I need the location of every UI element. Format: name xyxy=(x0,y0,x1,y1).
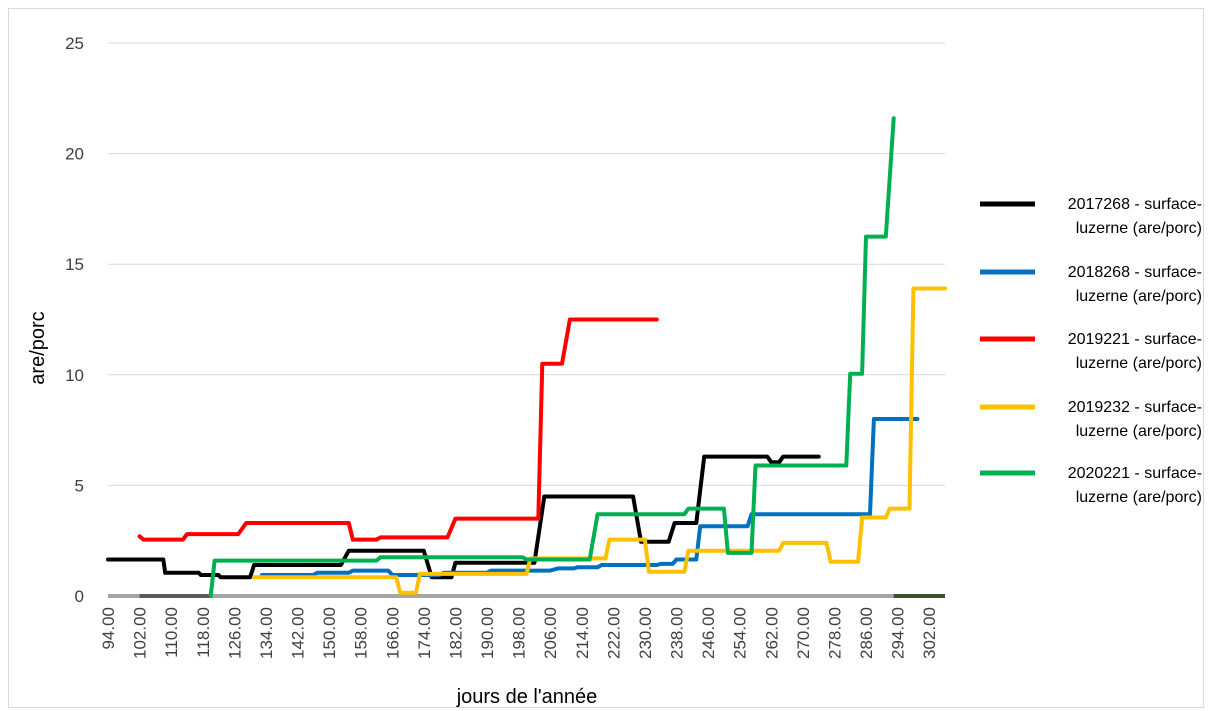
y-tick-label: 15 xyxy=(65,255,84,274)
x-tick-label: 230.00 xyxy=(636,607,655,659)
y-axis-title: are/porc xyxy=(27,311,49,384)
x-axis-title: jours de l'année xyxy=(456,686,598,708)
y-tick-label: 25 xyxy=(65,34,84,53)
x-tick-label: 214.00 xyxy=(573,607,592,659)
legend-label-line1: 2019232 - surface- xyxy=(1068,399,1202,416)
x-tick-label: 222.00 xyxy=(604,607,623,659)
x-tick-label: 246.00 xyxy=(699,607,718,659)
legend-entry: 2020221 - surface-luzerne (are/porc) xyxy=(980,465,1202,506)
y-tick-label: 0 xyxy=(75,587,84,606)
legend-entry: 2019221 - surface-luzerne (are/porc) xyxy=(980,331,1202,372)
x-tick-label: 166.00 xyxy=(383,607,402,659)
x-tick-label: 118.00 xyxy=(194,607,213,658)
legend: 2017268 - surface-luzerne (are/porc)2018… xyxy=(980,196,1202,506)
x-tick-label: 134.00 xyxy=(257,607,276,659)
x-tick-label: 174.00 xyxy=(415,607,434,659)
legend-entry: 2019232 - surface-luzerne (are/porc) xyxy=(980,399,1202,440)
grid-lines xyxy=(108,42,945,486)
legend-label-line1: 2018268 - surface- xyxy=(1068,264,1202,281)
x-tick-label: 150.00 xyxy=(320,607,339,659)
x-tick-label: 142.00 xyxy=(289,607,308,659)
x-tick-label: 262.00 xyxy=(762,607,781,659)
x-tick-label: 158.00 xyxy=(352,607,371,659)
x-tick-label: 110.00 xyxy=(162,607,181,658)
series-lines xyxy=(106,116,947,598)
y-tick-label: 10 xyxy=(65,366,84,385)
legend-label-line2: luzerne (are/porc) xyxy=(1076,489,1202,506)
legend-entry: 2017268 - surface-luzerne (are/porc) xyxy=(980,196,1202,237)
x-tick-label: 126.00 xyxy=(225,607,244,659)
y-tick-label: 20 xyxy=(65,145,84,164)
x-tick-label: 254.00 xyxy=(731,607,750,659)
x-tick-label: 302.00 xyxy=(920,607,939,659)
series-line-4 xyxy=(252,286,947,595)
series-line-1 xyxy=(106,454,821,580)
chart-frame xyxy=(8,8,1204,708)
x-tick-label: 238.00 xyxy=(668,607,687,659)
x-tick-label: 294.00 xyxy=(889,607,908,659)
legend-label-line1: 2017268 - surface- xyxy=(1068,196,1202,213)
x-tick-label: 278.00 xyxy=(825,607,844,659)
legend-label-line2: luzerne (are/porc) xyxy=(1076,423,1202,440)
x-tick-label: 102.00 xyxy=(131,607,150,659)
x-tick-label: 270.00 xyxy=(794,607,813,659)
x-tick-label: 286.00 xyxy=(857,607,876,659)
legend-label-line1: 2019221 - surface- xyxy=(1068,331,1202,348)
legend-entry: 2018268 - surface-luzerne (are/porc) xyxy=(980,264,1202,305)
x-tick-label: 190.00 xyxy=(478,607,497,659)
legend-label-line1: 2020221 - surface- xyxy=(1068,465,1202,482)
x-tick-label: 94.00 xyxy=(99,607,118,650)
series-line-5 xyxy=(208,116,896,598)
x-tick-label: 182.00 xyxy=(446,607,465,659)
legend-label-line2: luzerne (are/porc) xyxy=(1076,220,1202,237)
legend-label-line2: luzerne (are/porc) xyxy=(1076,355,1202,372)
x-tick-label: 206.00 xyxy=(541,607,560,659)
x-tick-label: 198.00 xyxy=(510,607,529,659)
legend-label-line2: luzerne (are/porc) xyxy=(1076,288,1202,305)
x-tick-labels: 94.00 102.00 110.00 118.00 126.00 134.00 142.0… xyxy=(99,607,939,659)
series-line-3 xyxy=(137,317,659,542)
y-tick-label: 5 xyxy=(75,476,84,495)
y-tick-labels: 0 5 10 15 20 25 xyxy=(65,34,84,606)
